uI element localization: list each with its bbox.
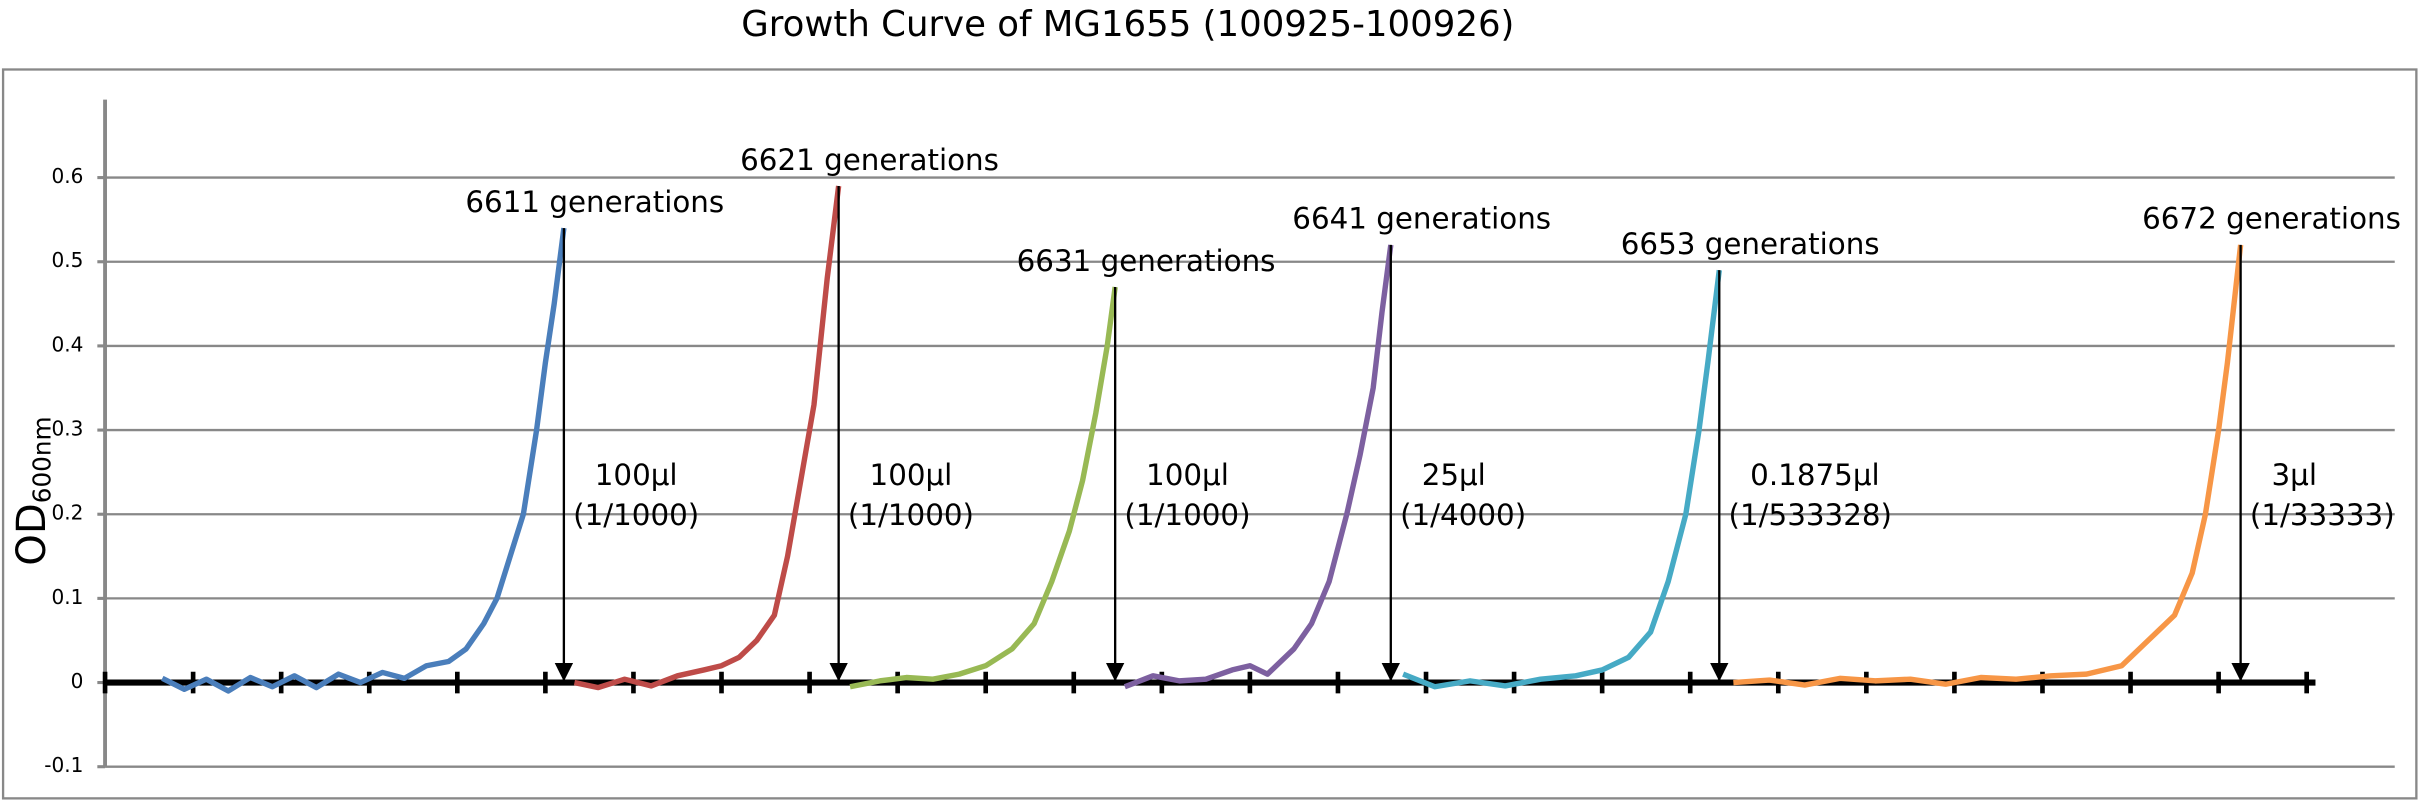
series-line: [161, 227, 567, 694]
series-line: [573, 185, 842, 691]
y-tick-label: 0.2: [52, 501, 84, 525]
y-tick-label: 0: [71, 669, 84, 693]
y-axis-label-sub: 600nm: [27, 416, 56, 503]
y-tick-label: -0.1: [44, 753, 83, 777]
annotation-note: 100μl: [1146, 458, 1229, 492]
y-tick-label: 0.3: [52, 417, 84, 441]
annotation: 6621 generations: [740, 143, 999, 177]
y-axis-label: OD600nm: [9, 416, 56, 565]
annotation-note: 25μl: [1422, 458, 1486, 492]
annotation: 6631 generations: [1017, 244, 1276, 278]
series-line: [1733, 244, 2244, 688]
annotation-note: 3μl: [2272, 458, 2317, 492]
y-tick-label: 0.4: [52, 332, 84, 356]
annotation-note: (1/33333): [2250, 498, 2395, 532]
annotation: 6641 generations: [1292, 202, 1551, 236]
series-line: [849, 286, 1118, 690]
annotation-note: 100μl: [595, 458, 678, 492]
annotation-note: (1/1000): [848, 498, 974, 532]
series-line: [1123, 244, 1394, 690]
plot-frame: [1, 68, 2418, 800]
annotation-note: 100μl: [870, 458, 953, 492]
annotation-note: 0.1875μl: [1750, 458, 1879, 492]
series-line: [1402, 269, 1722, 690]
y-axis-label-main: OD: [9, 503, 55, 566]
annotation: 6653 generations: [1621, 227, 1880, 261]
annotation: 6672 generations: [2142, 202, 2401, 236]
annotation: 6611 generations: [465, 185, 724, 219]
y-tick-label: 0.5: [52, 248, 84, 272]
y-tick-label: 0.6: [52, 164, 84, 188]
chart-title: Growth Curve of MG1655 (100925-100926): [741, 4, 1514, 45]
annotation-note: (1/1000): [573, 498, 699, 532]
y-tick-label: 0.1: [52, 585, 84, 609]
annotation-note: (1/4000): [1400, 498, 1526, 532]
annotation-note: (1/533328): [1729, 498, 1892, 532]
annotation-note: (1/1000): [1124, 498, 1250, 532]
